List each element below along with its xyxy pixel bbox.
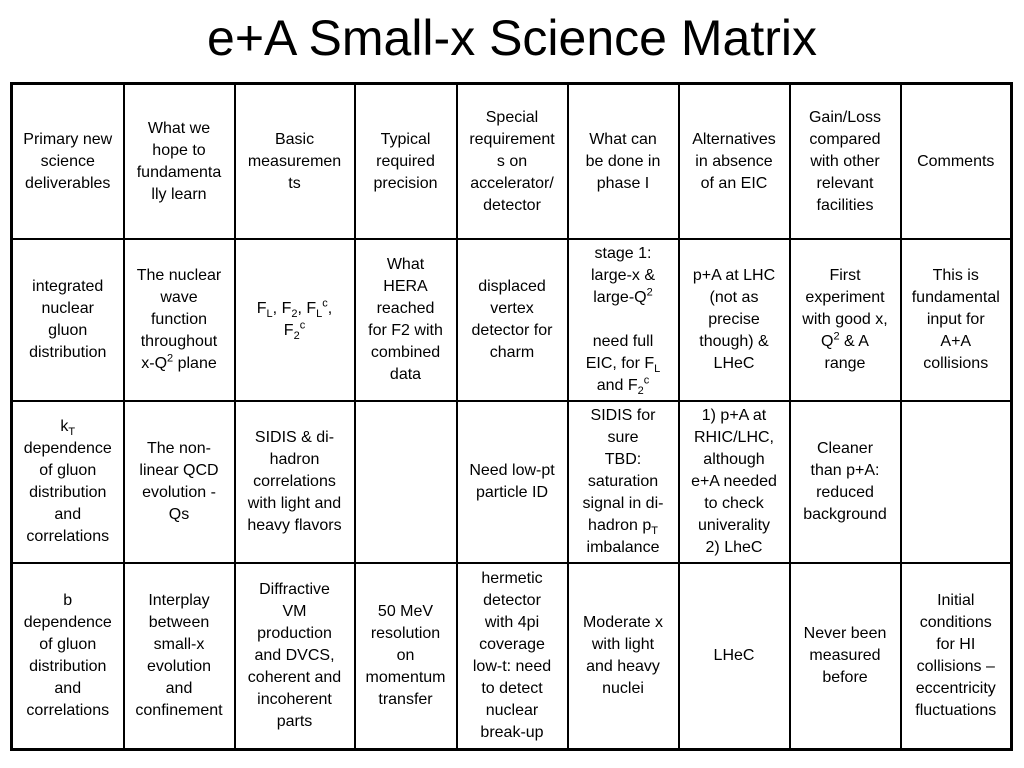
table-cell: This is fundamental input for A+A collis… — [899, 238, 1013, 402]
table-row: b dependence of gluon distribution and c… — [10, 562, 1013, 751]
table-cell: Cleaner than p+A: reduced background — [788, 400, 902, 564]
table-cell: SIDIS & di- hadron correlations with lig… — [233, 400, 356, 564]
table-cell — [899, 400, 1013, 564]
table-cell — [353, 400, 458, 564]
table-cell: Never been measured before — [788, 562, 902, 751]
table-cell: 50 MeV resolution on momentum transfer — [353, 562, 458, 751]
table-cell: stage 1: large-x & large-Q2 need full EI… — [566, 238, 680, 402]
table-cell: What HERA reached for F2 with combined d… — [353, 238, 458, 402]
table-row: integrated nuclear gluon distribution Th… — [10, 238, 1013, 402]
table-cell: p+A at LHC (not as precise though) & LHe… — [677, 238, 791, 402]
table-cell: SIDIS for sure TBD: saturation signal in… — [566, 400, 680, 564]
header-cell: Typical required precision — [353, 82, 458, 240]
header-cell: What can be done in phase I — [566, 82, 680, 240]
table-cell: integrated nuclear gluon distribution — [10, 238, 125, 402]
header-cell: Comments — [899, 82, 1013, 240]
table-cell: hermetic detector with 4pi coverage low-… — [455, 562, 569, 751]
table-cell: Moderate x with light and heavy nuclei — [566, 562, 680, 751]
table-cell: FL, F2, FLc, F2c — [233, 238, 356, 402]
table-cell: displaced vertex detector for charm — [455, 238, 569, 402]
header-cell: Basic measuremen ts — [233, 82, 356, 240]
slide-title: e+A Small-x Science Matrix — [207, 10, 817, 66]
header-cell: Gain/Loss compared with other relevant f… — [788, 82, 902, 240]
table-cell: The nuclear wave function throughout x-Q… — [122, 238, 236, 402]
table-cell: 1) p+A at RHIC/LHC, although e+A needed … — [677, 400, 791, 564]
table-cell: kT dependence of gluon distribution and c… — [10, 400, 125, 564]
table-cell: Initial conditions for HI collisions – e… — [899, 562, 1013, 751]
science-matrix-table: Primary new science deliverables What we… — [10, 82, 1013, 751]
table-cell: Interplay between small-x evolution and … — [122, 562, 236, 751]
header-cell: Special requirement s on accelerator/ de… — [455, 82, 569, 240]
table-cell: The non- linear QCD evolution - Qs — [122, 400, 236, 564]
header-cell: What we hope to fundamenta lly learn — [122, 82, 236, 240]
table-cell: b dependence of gluon distribution and c… — [10, 562, 125, 751]
table-cell: LHeC — [677, 562, 791, 751]
table-cell: Need low-pt particle ID — [455, 400, 569, 564]
header-cell: Alternatives in absence of an EIC — [677, 82, 791, 240]
table-header-row: Primary new science deliverables What we… — [10, 82, 1013, 240]
table-cell: First experiment with good x, Q2 & A ran… — [788, 238, 902, 402]
table-cell: Diffractive VM production and DVCS, cohe… — [233, 562, 356, 751]
header-cell: Primary new science deliverables — [10, 82, 125, 240]
table-row: kT dependence of gluon distribution and c… — [10, 400, 1013, 564]
